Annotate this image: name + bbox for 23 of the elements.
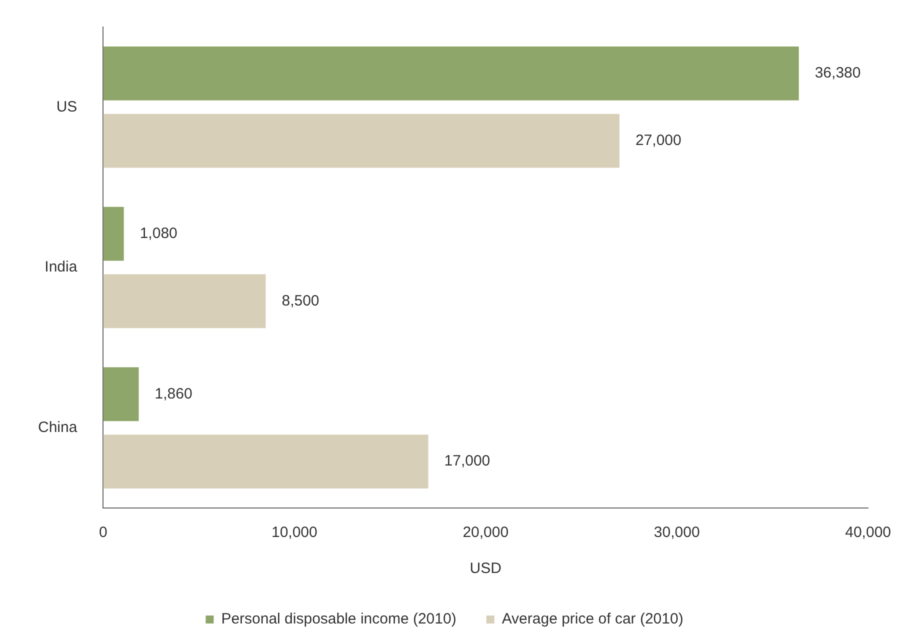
- data-label: 36,380: [814, 64, 861, 82]
- data-label: 27,000: [635, 132, 682, 149]
- x-tick-label: 10,000: [271, 524, 318, 542]
- bar: [103, 367, 139, 422]
- bar: [103, 46, 799, 100]
- x-tick-label: 20,000: [462, 524, 509, 542]
- data-label: 1,080: [140, 224, 178, 242]
- x-tick-label: 0: [99, 524, 108, 542]
- bar: [103, 434, 428, 488]
- legend-label: Personal disposable income (2010): [221, 610, 456, 628]
- x-axis-title: USD: [470, 560, 502, 578]
- data-label: 1,860: [154, 385, 192, 402]
- x-tick-label: 30,000: [654, 524, 700, 542]
- bar: [103, 274, 266, 328]
- data-label: 17,000: [444, 452, 490, 470]
- bar: [103, 206, 124, 261]
- y-tick-label: US: [56, 98, 78, 116]
- y-tick-label: China: [38, 418, 78, 436]
- bar: [103, 114, 620, 168]
- data-label: 8,500: [282, 292, 320, 310]
- x-tick-label: 40,000: [845, 524, 892, 542]
- y-tick-label: India: [44, 258, 78, 276]
- legend-label: Average price of car (2010): [502, 610, 684, 628]
